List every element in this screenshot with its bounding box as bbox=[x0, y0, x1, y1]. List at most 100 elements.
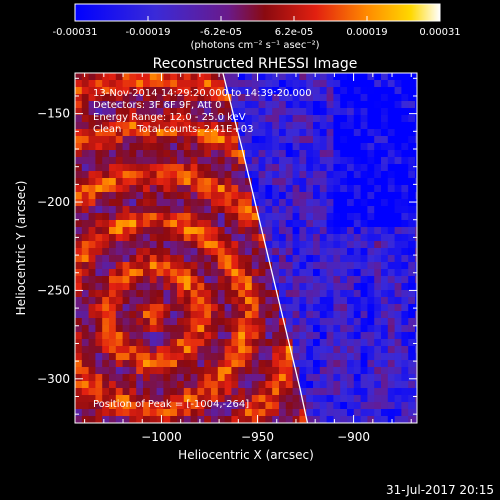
heatmap-cell bbox=[313, 311, 321, 319]
heatmap-cell bbox=[156, 367, 164, 375]
heatmap-cell bbox=[190, 360, 198, 368]
heatmap-cell bbox=[408, 318, 416, 326]
heatmap-cell bbox=[326, 381, 334, 389]
heatmap-cell bbox=[204, 220, 212, 228]
heatmap-cell bbox=[292, 374, 300, 382]
heatmap-cell bbox=[326, 220, 334, 228]
heatmap-cell bbox=[156, 402, 164, 410]
heatmap-cell bbox=[347, 395, 355, 403]
heatmap-cell bbox=[149, 178, 157, 186]
heatmap-cell bbox=[347, 304, 355, 312]
heatmap-cell bbox=[333, 150, 341, 158]
heatmap-cell bbox=[109, 311, 117, 319]
heatmap-cell bbox=[347, 269, 355, 277]
heatmap-cell bbox=[129, 255, 137, 263]
heatmap-cell bbox=[156, 150, 164, 158]
heatmap-cell bbox=[122, 283, 130, 291]
heatmap-cell bbox=[319, 409, 327, 417]
heatmap-cell bbox=[251, 332, 259, 340]
heatmap-cell bbox=[136, 150, 144, 158]
heatmap-cell bbox=[394, 73, 402, 81]
heatmap-cell bbox=[122, 325, 130, 333]
heatmap-cell bbox=[197, 171, 205, 179]
heatmap-cell bbox=[313, 269, 321, 277]
heatmap-cell bbox=[306, 262, 314, 270]
heatmap-cell bbox=[299, 136, 307, 144]
heatmap-cell bbox=[333, 80, 341, 88]
heatmap-cell bbox=[347, 199, 355, 207]
heatmap-cell bbox=[319, 255, 327, 263]
heatmap-cell bbox=[149, 115, 157, 123]
heatmap-cell bbox=[122, 339, 130, 347]
heatmap-cell bbox=[360, 185, 368, 193]
heatmap-cell bbox=[401, 409, 409, 417]
heatmap-cell bbox=[353, 339, 361, 347]
heatmap-cell bbox=[292, 87, 300, 95]
heatmap-cell bbox=[333, 325, 341, 333]
heatmap-cell bbox=[258, 297, 266, 305]
heatmap-cell bbox=[170, 276, 178, 284]
heatmap-cell bbox=[183, 234, 191, 242]
heatmap-cell bbox=[251, 402, 259, 410]
heatmap-cell bbox=[367, 192, 375, 200]
heatmap-cell bbox=[88, 164, 96, 172]
heatmap-cell bbox=[224, 367, 232, 375]
heatmap-cell bbox=[211, 206, 219, 214]
heatmap-cell bbox=[115, 262, 123, 270]
heatmap-cell bbox=[353, 199, 361, 207]
heatmap-cell bbox=[360, 395, 368, 403]
heatmap-cell bbox=[387, 73, 395, 81]
heatmap-cell bbox=[115, 346, 123, 354]
heatmap-cell bbox=[292, 213, 300, 221]
heatmap-cell bbox=[408, 185, 416, 193]
heatmap-cell bbox=[88, 353, 96, 361]
heatmap-cell bbox=[401, 402, 409, 410]
heatmap-cell bbox=[115, 409, 123, 417]
heatmap-cell bbox=[401, 94, 409, 102]
heatmap-cell bbox=[394, 178, 402, 186]
heatmap-cell bbox=[109, 122, 117, 130]
heatmap-cell bbox=[279, 381, 287, 389]
heatmap-cell bbox=[401, 269, 409, 277]
heatmap-cell bbox=[211, 283, 219, 291]
heatmap-cell bbox=[197, 409, 205, 417]
heatmap-cell bbox=[401, 374, 409, 382]
heatmap-cell bbox=[333, 185, 341, 193]
heatmap-cell bbox=[143, 388, 151, 396]
heatmap-cell bbox=[122, 80, 130, 88]
heatmap-cell bbox=[394, 108, 402, 116]
heatmap-cell bbox=[177, 122, 185, 130]
heatmap-cell bbox=[75, 87, 83, 95]
heatmap-cell bbox=[258, 332, 266, 340]
heatmap-cell bbox=[109, 353, 117, 361]
heatmap-cell bbox=[279, 374, 287, 382]
heatmap-cell bbox=[122, 248, 130, 256]
heatmap-cell bbox=[360, 80, 368, 88]
heatmap-cell bbox=[265, 164, 273, 172]
heatmap-cell bbox=[109, 255, 117, 263]
heatmap-cell bbox=[279, 192, 287, 200]
heatmap-cell bbox=[245, 290, 253, 298]
heatmap-cell bbox=[102, 276, 110, 284]
heatmap-cell bbox=[313, 353, 321, 361]
heatmap-cell bbox=[285, 213, 293, 221]
heatmap-cell bbox=[251, 178, 259, 186]
heatmap-cell bbox=[183, 129, 191, 137]
heatmap-cell bbox=[170, 73, 178, 81]
heatmap-cell bbox=[88, 115, 96, 123]
annotation-detectors: Detectors: 3F 6F 9F, Att 0 bbox=[93, 100, 221, 111]
heatmap-cell bbox=[319, 402, 327, 410]
heatmap-cell bbox=[353, 150, 361, 158]
colorbar-tick-label: 0.00019 bbox=[346, 27, 387, 38]
heatmap-cell bbox=[177, 346, 185, 354]
heatmap-cell bbox=[238, 115, 246, 123]
heatmap-cell bbox=[75, 150, 83, 158]
heatmap-cell bbox=[88, 241, 96, 249]
heatmap-cell bbox=[197, 136, 205, 144]
heatmap-cell bbox=[156, 220, 164, 228]
heatmap-cell bbox=[75, 185, 83, 193]
heatmap-cell bbox=[231, 227, 239, 235]
heatmap-cell bbox=[115, 199, 123, 207]
heatmap-cell bbox=[340, 80, 348, 88]
heatmap-cell bbox=[279, 227, 287, 235]
